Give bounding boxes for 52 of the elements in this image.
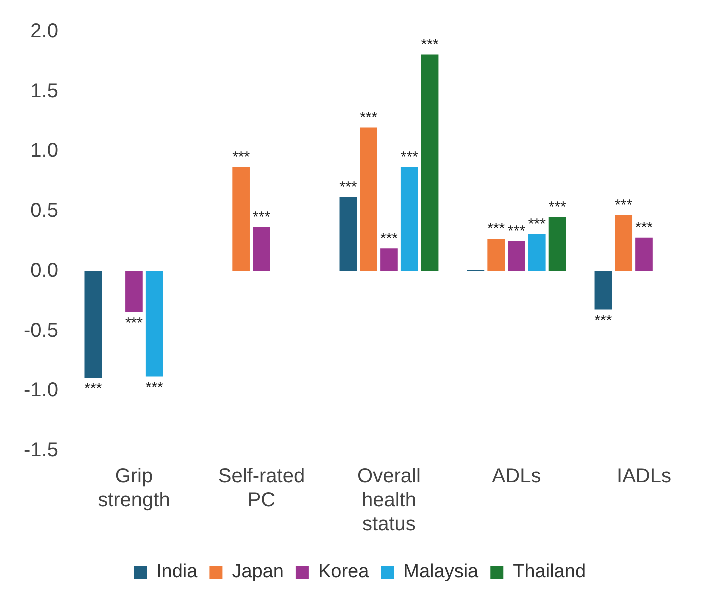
data-label: *** xyxy=(594,312,612,330)
data-label: *** xyxy=(421,36,439,54)
x-tick-label: IADLs xyxy=(617,466,672,488)
data-label: *** xyxy=(488,220,506,238)
y-tick-label: 1.5 xyxy=(30,80,58,102)
data-label: *** xyxy=(146,379,164,396)
bar xyxy=(528,234,546,272)
bar xyxy=(508,242,526,272)
x-tick-label: Overall health status xyxy=(358,466,421,536)
bar xyxy=(636,238,653,272)
data-label: *** xyxy=(528,216,546,233)
y-tick-label: 0.0 xyxy=(30,260,58,282)
data-label: *** xyxy=(548,199,566,216)
y-tick-label: 0.5 xyxy=(30,200,58,222)
data-label: *** xyxy=(252,208,271,226)
legend-label: Japan xyxy=(232,562,284,583)
data-label: *** xyxy=(84,380,102,398)
bar xyxy=(421,54,439,272)
x-tick-label: ADLs xyxy=(492,466,542,488)
legend-label: India xyxy=(156,562,198,583)
legend-label: Malaysia xyxy=(404,562,480,583)
bar xyxy=(360,128,378,272)
bar xyxy=(380,248,398,272)
bar xyxy=(253,227,270,272)
data-label: *** xyxy=(380,230,398,248)
bar xyxy=(146,271,164,377)
x-tick-label: Self-rated PC xyxy=(218,466,306,512)
x-tick-label: Grip strength xyxy=(98,466,170,512)
bar xyxy=(488,239,506,272)
y-tick-label: -0.5 xyxy=(24,320,58,342)
bar xyxy=(84,271,102,378)
data-label: *** xyxy=(125,314,144,332)
data-label: *** xyxy=(232,148,250,166)
legend-label: Korea xyxy=(318,562,370,583)
bar xyxy=(232,167,250,272)
y-tick-label: 1.0 xyxy=(30,140,58,162)
data-label: *** xyxy=(635,220,654,237)
bar xyxy=(548,218,566,272)
legend-label: Thailand xyxy=(513,562,586,583)
y-tick-label: -1.0 xyxy=(24,380,58,402)
bar xyxy=(615,215,633,272)
data-label: *** xyxy=(360,109,378,126)
bar xyxy=(594,271,612,310)
y-tick-label: -1.5 xyxy=(24,440,58,462)
y-tick-label: 2.0 xyxy=(30,20,58,43)
data-label: *** xyxy=(615,196,633,214)
data-label: *** xyxy=(400,148,419,166)
data-label: *** xyxy=(508,223,526,240)
bar xyxy=(126,271,143,312)
data-label: *** xyxy=(340,178,358,196)
bar xyxy=(340,197,358,272)
bar xyxy=(400,167,418,272)
